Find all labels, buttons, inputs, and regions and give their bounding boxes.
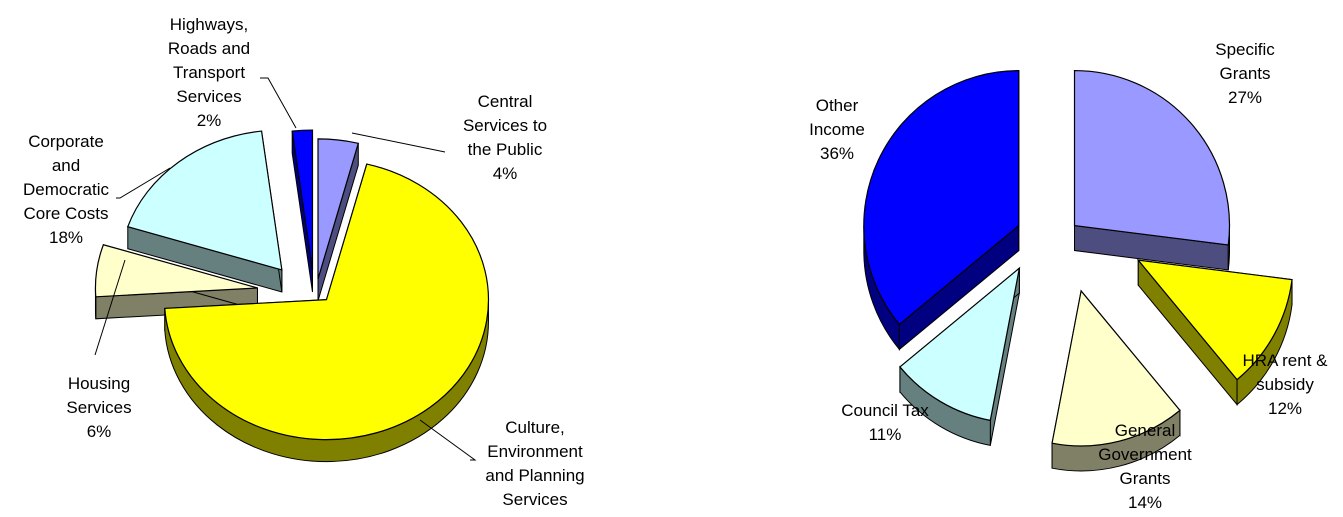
expenditure-slice-1-top [164, 163, 490, 441]
income-label-2-line: General [1115, 421, 1175, 440]
income-label-3-line: 11% [869, 425, 902, 444]
income-slice-4-top [863, 70, 1020, 326]
expenditure-slice-4-top [291, 129, 314, 271]
income-slice-3-top [899, 266, 1021, 422]
expenditure-label-1: Culture, Environment and Planning Services 7… [485, 418, 584, 517]
expenditure-label-3-line: Core Costs [23, 204, 108, 223]
income-label-2: General Government Grants 14% [1098, 421, 1192, 512]
expenditure-slice-0 [317, 138, 360, 302]
expenditure-label-4-line: Services [176, 87, 241, 106]
income-label-1-line: 12% [1268, 399, 1302, 418]
expenditure-label-1-line: Services [502, 490, 567, 509]
expenditure-label-2: Housing Services 6% [66, 374, 131, 441]
income-label-3-line: Council Tax [841, 401, 929, 420]
income-label-0-line: 27% [1228, 88, 1262, 107]
expenditure-label-3: Corporate and Democratic Core Costs 18% [23, 132, 109, 247]
expenditure-label-4-line: Roads and [168, 39, 250, 58]
income-slice-3 [899, 266, 1021, 446]
income-label-4-line: Other [816, 96, 859, 115]
income-slice-4 [863, 70, 1020, 351]
expenditure-label-0-line: Services to [463, 116, 547, 135]
income-slice-1 [1136, 258, 1293, 406]
expenditure-label-0-line: 4% [493, 164, 518, 183]
income-slice-0 [1073, 69, 1231, 271]
expenditure-label-2-leader-line [94, 259, 126, 356]
income-label-4: Other Income 36% [809, 96, 865, 163]
expenditure-label-3-leader-line [116, 167, 171, 199]
income-label-1-line: subsidy [1256, 375, 1314, 394]
expenditure-label-3-line: Democratic [23, 180, 109, 199]
income-label-4-line: Income [809, 120, 865, 139]
income-slice-2 [1051, 289, 1181, 472]
expenditure-slice-2-top [94, 244, 258, 298]
expenditure-label-1-line: and Planning [485, 466, 584, 485]
income-label-4-line: 36% [820, 144, 854, 163]
expenditure-label-1-line: Culture, [505, 418, 565, 437]
expenditure-label-1-line: 70% [518, 514, 552, 517]
expenditure-label-0: Central Services to the Public 4% [463, 92, 547, 183]
expenditure-slice-3 [126, 130, 283, 293]
expenditure-label-2-line: Housing [68, 374, 130, 393]
income-label-3: Council Tax 11% [841, 401, 929, 444]
expenditure-slice-0-top [317, 138, 360, 280]
expenditure-label-0-line: the Public [468, 140, 543, 159]
expenditure-label-3-line: and [52, 156, 80, 175]
income-slice-0-top [1073, 69, 1231, 246]
income-slice-2-top [1051, 289, 1181, 447]
expenditure-label-4-line: Highways, [170, 15, 248, 34]
expenditure-slice-4 [291, 129, 314, 293]
income-label-1-line: HRA rent & [1242, 351, 1328, 370]
income-label-1: HRA rent & subsidy 12% [1242, 351, 1328, 418]
expenditure-pie-chart: Central Services to the Public 4% Culture, En… [23, 15, 585, 517]
expenditure-slice-1 [164, 163, 490, 463]
income-label-0-line: Specific [1215, 40, 1275, 59]
expenditure-label-4-line: 2% [197, 111, 222, 130]
expenditure-label-0-leader-line [351, 132, 446, 153]
expenditure-label-3-line: Corporate [28, 132, 104, 151]
income-label-2-line: Grants [1119, 469, 1170, 488]
expenditure-label-3-line: 18% [49, 228, 83, 247]
income-slice-1-top [1136, 259, 1293, 381]
income-label-2-line: Government [1098, 445, 1192, 464]
income-label-0-line: Grants [1219, 64, 1270, 83]
expenditure-label-1-line: Environment [487, 442, 583, 461]
expenditure-label-4-line: Transport [173, 63, 245, 82]
expenditure-label-4: Highways, Roads and Transport Services 2% [168, 15, 250, 130]
expenditure-label-4-leader-line [260, 77, 297, 129]
expenditure-slice-3-top [126, 130, 283, 271]
expenditure-label-1-leader-line [419, 419, 477, 461]
income-label-2-line: 14% [1128, 493, 1162, 512]
income-pie-chart: Specific Grants 27% HRA rent & subsidy 12% Gen… [809, 40, 1328, 512]
expenditure-label-0-line: Central [478, 92, 533, 111]
expenditure-label-2-line: Services [66, 398, 131, 417]
income-label-0: Specific Grants 27% [1215, 40, 1275, 107]
expenditure-label-2-line: 6% [87, 422, 112, 441]
